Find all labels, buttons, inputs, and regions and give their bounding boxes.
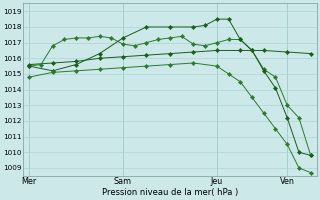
X-axis label: Pression niveau de la mer( hPa ): Pression niveau de la mer( hPa ): [102, 188, 238, 197]
